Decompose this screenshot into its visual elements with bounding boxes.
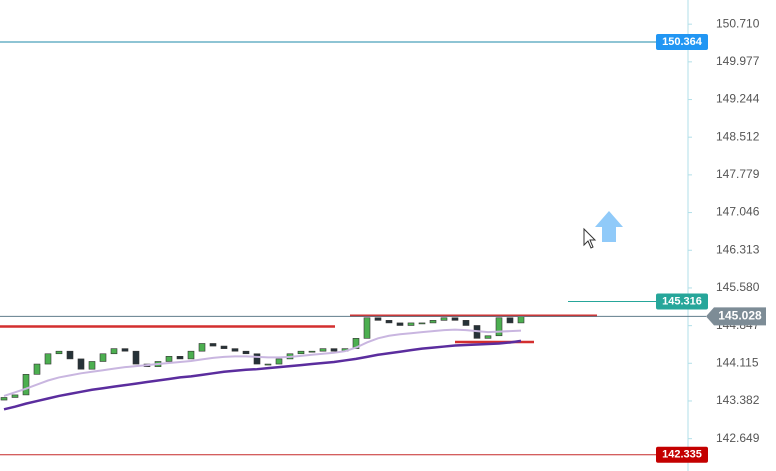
candle bbox=[165, 356, 173, 362]
price-tag-label: 142.335 bbox=[662, 449, 702, 461]
y-tick-label: 149.977 bbox=[716, 54, 760, 68]
y-tick-label: 148.512 bbox=[716, 129, 760, 143]
candle bbox=[132, 350, 140, 365]
y-tick-label: 144.115 bbox=[716, 355, 759, 369]
candle bbox=[66, 350, 74, 360]
candle bbox=[484, 335, 492, 339]
candle bbox=[374, 317, 382, 321]
y-tick-label: 149.244 bbox=[716, 92, 760, 106]
candle bbox=[88, 361, 96, 370]
y-tick-label: 142.649 bbox=[716, 431, 760, 445]
candle bbox=[363, 317, 371, 339]
y-tick-label: 150.710 bbox=[716, 16, 760, 30]
price-tag-label: 145.028 bbox=[718, 309, 762, 323]
price-tag-label: 145.316 bbox=[662, 295, 702, 307]
candle bbox=[330, 348, 338, 352]
candle bbox=[220, 345, 228, 349]
candle bbox=[253, 353, 261, 365]
candle bbox=[385, 320, 393, 324]
candle bbox=[517, 316, 525, 324]
candle bbox=[418, 322, 426, 325]
candle bbox=[275, 358, 283, 365]
candle bbox=[55, 350, 63, 355]
up-arrow-icon bbox=[595, 211, 623, 242]
candle bbox=[264, 363, 272, 366]
candle bbox=[231, 348, 239, 352]
candle bbox=[44, 353, 52, 365]
mouse-cursor bbox=[583, 227, 597, 249]
candle bbox=[187, 350, 195, 360]
candle bbox=[506, 317, 514, 324]
candle bbox=[495, 317, 503, 337]
price-tag bbox=[706, 307, 766, 326]
candle bbox=[242, 350, 250, 355]
candle bbox=[110, 348, 118, 355]
candle bbox=[209, 343, 217, 347]
price-tag bbox=[656, 33, 708, 50]
candle bbox=[396, 322, 404, 326]
candle bbox=[77, 358, 85, 370]
candle bbox=[297, 350, 305, 355]
price-tag bbox=[656, 293, 708, 310]
price-tag-label: 150.364 bbox=[662, 36, 703, 48]
candle bbox=[198, 343, 206, 352]
candle bbox=[99, 353, 107, 362]
y-tick-label: 143.382 bbox=[716, 393, 760, 407]
candle bbox=[11, 394, 19, 398]
moving-average bbox=[3, 339, 522, 411]
candle bbox=[22, 374, 30, 396]
y-tick-label: 147.046 bbox=[716, 205, 760, 219]
candle bbox=[407, 322, 415, 326]
candle bbox=[176, 356, 184, 360]
price-tag bbox=[656, 446, 708, 463]
moving-average bbox=[3, 328, 522, 397]
candle bbox=[308, 350, 316, 353]
y-tick-label: 145.580 bbox=[716, 280, 760, 294]
candle bbox=[440, 317, 448, 321]
candle bbox=[121, 348, 129, 352]
candle bbox=[33, 363, 41, 375]
candle bbox=[451, 317, 459, 321]
y-tick-label: 146.313 bbox=[716, 242, 760, 256]
candle bbox=[462, 320, 470, 326]
candle bbox=[319, 348, 327, 352]
candle bbox=[0, 397, 8, 401]
y-tick-label: 147.779 bbox=[716, 167, 760, 181]
candle bbox=[429, 320, 437, 324]
